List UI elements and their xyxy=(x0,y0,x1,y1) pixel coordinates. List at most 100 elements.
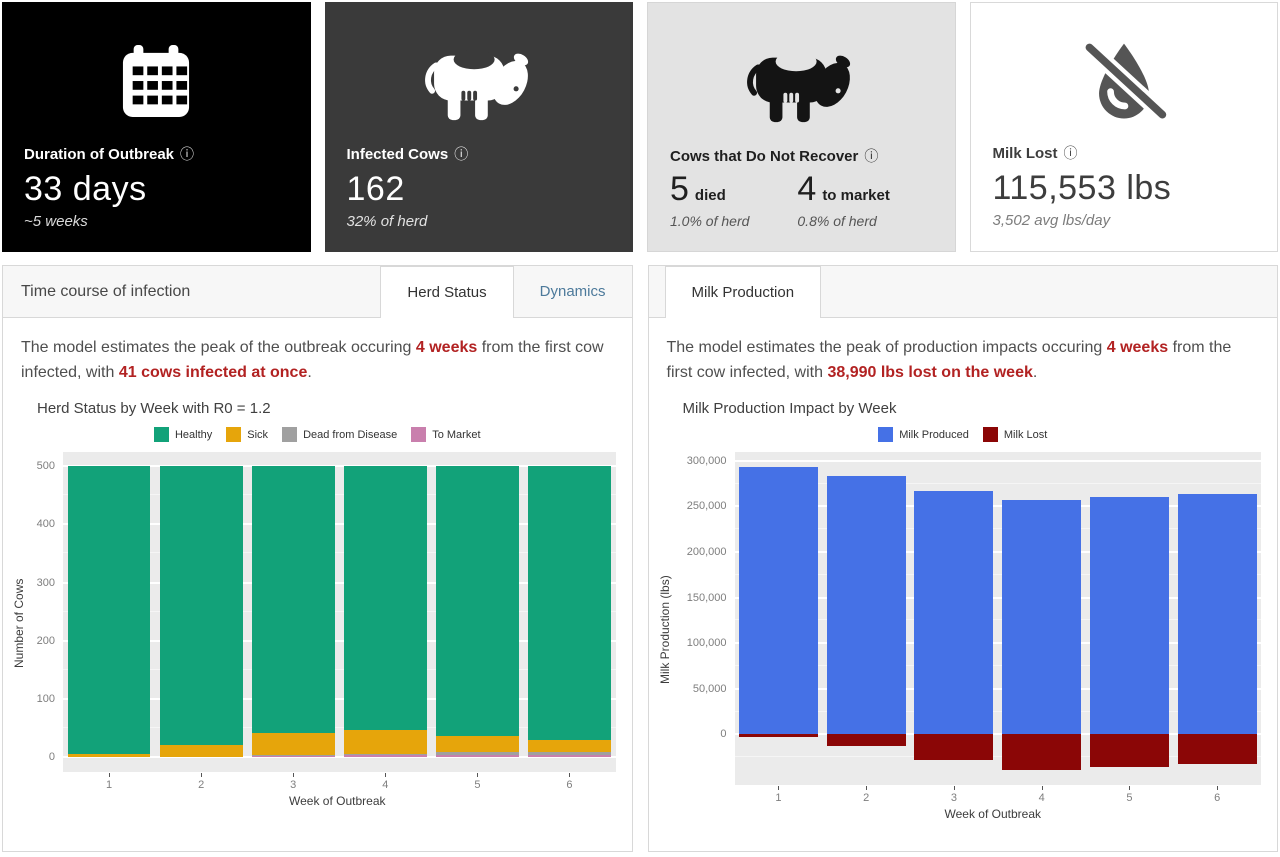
info-icon[interactable]: ⓘ xyxy=(864,148,879,164)
x-tick-label: 2 xyxy=(863,791,870,804)
card-label: Duration of Outbreak ⓘ xyxy=(24,144,289,164)
milk-panel-header: Milk Production xyxy=(648,266,1277,318)
bar-segment xyxy=(159,466,243,746)
y-tick-label: 400 xyxy=(36,518,55,531)
text-fragment: from the first cow infected, with xyxy=(666,339,1232,381)
infection-summary-text: The model estimates the peak of the outb… xyxy=(3,324,632,390)
stat-cards-row: Duration of Outbreak ⓘ 33 days ~5 weeks xyxy=(2,2,1278,252)
plot-area: Number of Cows 0 100 200 300 400 500 1 2 3 4 5 6 xyxy=(3,448,632,794)
gridline-minor xyxy=(63,610,616,612)
stat-to-market: 4 to market 0.8% of herd xyxy=(797,170,889,229)
gridline-major xyxy=(63,697,616,700)
y-axis-ticks: 0 100 200 300 400 500 xyxy=(29,452,63,772)
chart-legend: Healthy Sick Dead from Disease To Market xyxy=(3,422,632,448)
text-fragment: . xyxy=(1032,363,1038,381)
highlighted-value: 4 weeks xyxy=(415,339,478,356)
highlighted-value: 4 weeks xyxy=(1106,339,1169,356)
y-tick-label: 0 xyxy=(48,751,55,764)
tab-herd-status[interactable]: Herd Status xyxy=(380,266,514,318)
x-axis-label: Week of Outbreak xyxy=(944,806,1042,821)
x-tick-label: 2 xyxy=(198,778,205,791)
highlighted-value: 38,990 lbs lost on the week xyxy=(827,363,1033,381)
gridline-major xyxy=(734,596,1261,599)
milk-slash-icon xyxy=(993,21,1256,143)
bar-segment xyxy=(343,753,427,755)
infection-panel-body: The model estimates the peak of the outb… xyxy=(3,318,632,851)
text-fragment: . xyxy=(307,363,312,381)
card-duration-of-outbreak: Duration of Outbreak ⓘ 33 days ~5 weeks xyxy=(2,2,311,252)
x-tick-mark xyxy=(477,772,479,777)
x-tick-mark xyxy=(1041,785,1043,790)
chart-legend: Milk Produced Milk Lost xyxy=(649,422,1278,448)
legend-swatch xyxy=(878,427,894,443)
y-axis-label: Milk Production (lbs) xyxy=(657,574,672,684)
x-tick-mark xyxy=(1217,785,1219,790)
gridline-minor xyxy=(734,619,1261,621)
legend-item: Dead from Disease xyxy=(282,427,397,443)
y-tick-label: 200 xyxy=(36,634,55,647)
card-label-text: Milk Lost xyxy=(992,144,1058,162)
card-stats: 5 died 1.0% of herd 4 to market 0.8% of he… xyxy=(670,170,933,229)
legend-item: Healthy xyxy=(153,427,213,443)
x-tick-label: 3 xyxy=(290,778,297,791)
info-icon[interactable]: ⓘ xyxy=(1063,145,1078,161)
info-icon[interactable]: ⓘ xyxy=(180,146,195,162)
card-value: 162 xyxy=(346,170,405,208)
legend-label: Sick xyxy=(247,428,269,441)
bar-segment xyxy=(1177,734,1257,764)
bar-segment xyxy=(528,751,611,755)
tab-bar: Milk Production xyxy=(664,266,822,318)
card-subvalue: 3,502 avg lbs/day xyxy=(992,212,1111,229)
x-tick-mark xyxy=(109,772,111,777)
x-tick-mark xyxy=(385,772,387,777)
text-fragment: The model estimates the peak of producti… xyxy=(666,339,1107,356)
card-label: Infected Cows ⓘ xyxy=(347,144,612,164)
bar-segment xyxy=(67,754,151,758)
legend-label: Healthy xyxy=(174,428,213,441)
gridline-minor xyxy=(63,668,616,670)
bar-segment xyxy=(251,733,335,756)
gridline-minor xyxy=(734,756,1261,758)
x-tick-mark xyxy=(866,785,868,790)
bar-segment xyxy=(435,736,519,753)
bar-segment xyxy=(528,740,611,752)
legend-swatch xyxy=(153,427,169,443)
gridline-major xyxy=(734,733,1261,736)
bar-segment xyxy=(1002,734,1082,770)
plot-area: Milk Production (lbs) 0 50,000 100,000 150,… xyxy=(649,448,1278,807)
info-icon[interactable]: ⓘ xyxy=(454,146,469,162)
calendar-icon xyxy=(24,20,289,144)
text-fragment: from the first cow infected, with xyxy=(21,339,604,381)
gridline-major xyxy=(734,550,1261,553)
bar-segment xyxy=(738,467,818,735)
gridline-minor xyxy=(734,573,1261,575)
card-infected-cows: Infected Cows ⓘ 162 32% of herd xyxy=(324,2,633,252)
milk-panel: Milk Production The model estimates the … xyxy=(647,265,1278,852)
cow-icon xyxy=(347,20,612,144)
x-tick-label: 6 xyxy=(1214,791,1221,804)
bar-segment xyxy=(435,752,519,755)
gridline-minor xyxy=(63,726,616,728)
legend-label: To Market xyxy=(432,428,481,441)
card-subvalue: ~5 weeks xyxy=(24,213,88,230)
bar-segment xyxy=(738,734,818,738)
x-tick-mark xyxy=(201,772,203,777)
legend-item: Milk Produced xyxy=(878,427,969,443)
y-tick-label: 300 xyxy=(36,576,55,589)
infection-panel: Time course of infection Herd Status Dyn… xyxy=(2,265,633,852)
bar-segment xyxy=(435,754,519,758)
bar-segment xyxy=(1177,493,1257,735)
x-tick-label: 3 xyxy=(950,791,957,804)
x-tick-mark xyxy=(569,772,571,777)
x-tick-label: 1 xyxy=(105,778,113,791)
bar-segment xyxy=(67,466,151,755)
stat-value: 4 xyxy=(797,170,817,208)
tab-dynamics[interactable]: Dynamics xyxy=(539,283,606,300)
x-axis-ticks: 1 2 3 4 5 6 xyxy=(735,785,1262,807)
tab-milk-production[interactable]: Milk Production xyxy=(664,266,822,318)
legend-label: Milk Lost xyxy=(1003,428,1048,441)
bar-segment xyxy=(1089,497,1169,735)
legend-item: To Market xyxy=(411,427,481,443)
panel-header-spacer xyxy=(821,266,1277,317)
x-tick-label: 5 xyxy=(1126,791,1133,804)
